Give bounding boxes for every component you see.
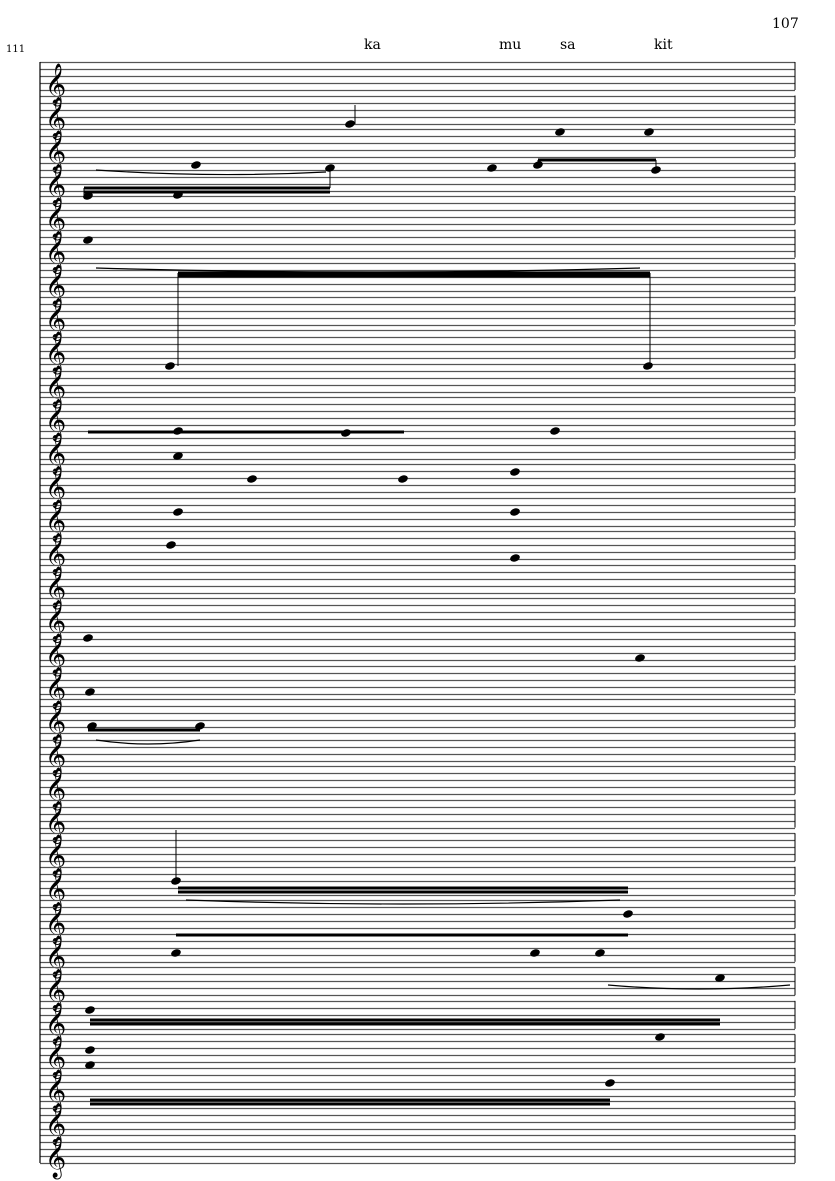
notehead [635, 654, 645, 662]
treble-clef-icon: 𝄞 [45, 767, 66, 810]
notehead [487, 164, 497, 172]
notehead [83, 192, 93, 200]
treble-clef-icon: 𝄞 [45, 1136, 66, 1179]
treble-clef-icon: 𝄞 [45, 968, 66, 1011]
lyric-syllable: sa [560, 37, 576, 53]
treble-clef-icon: 𝄞 [45, 667, 66, 710]
tie [95, 739, 201, 745]
page-number: 107 [772, 16, 799, 32]
notehead [87, 722, 97, 730]
notehead [83, 634, 93, 642]
notehead [644, 128, 654, 136]
notehead [510, 554, 520, 562]
treble-clef-icon: 𝄞 [45, 901, 66, 944]
treble-clef-icon: 𝄞 [45, 1102, 66, 1145]
lyric-syllable: kit [654, 37, 673, 53]
measure-number: 111 [6, 44, 26, 55]
notehead [510, 508, 520, 516]
notehead [83, 236, 93, 244]
treble-clef-icon: 𝄞 [45, 700, 66, 743]
notehead [173, 508, 183, 516]
notehead [550, 427, 560, 435]
treble-clef-icon: 𝄞 [45, 130, 66, 173]
treble-clef-icon: 𝄞 [45, 63, 66, 106]
treble-clef-icon: 𝄞 [45, 97, 66, 140]
treble-clef-icon: 𝄞 [45, 633, 66, 676]
treble-clef-icon: 𝄞 [45, 734, 66, 777]
notehead [85, 1061, 95, 1069]
notehead [555, 128, 565, 136]
treble-clef-icon: 𝄞 [45, 834, 66, 877]
notehead [623, 910, 633, 918]
treble-clef-icon: 𝄞 [45, 599, 66, 642]
treble-clef-icon: 𝄞 [45, 532, 66, 575]
notehead [655, 1033, 665, 1041]
notehead [85, 1006, 95, 1014]
notehead [605, 1079, 615, 1087]
notehead [345, 120, 355, 128]
treble-clef-icon: 𝄞 [45, 398, 66, 441]
notehead [165, 362, 175, 370]
tie [95, 267, 641, 273]
lyric-syllable: mu [499, 37, 522, 53]
treble-clef-icon: 𝄞 [45, 331, 66, 374]
notehead [530, 949, 540, 957]
notehead [510, 468, 520, 476]
notehead [595, 949, 605, 957]
notehead [85, 688, 95, 696]
notehead [166, 541, 176, 549]
treble-clef-icon: 𝄞 [45, 1035, 66, 1078]
tie [607, 984, 791, 990]
notehead [85, 1046, 95, 1054]
notehead [643, 362, 653, 370]
lyric-syllable: ka [364, 37, 381, 53]
notehead [195, 722, 205, 730]
treble-clef-icon: 𝄞 [45, 197, 66, 240]
tie [185, 899, 621, 905]
notehead [715, 974, 725, 982]
treble-clef-icon: 𝄞 [45, 465, 66, 508]
tie [95, 169, 327, 176]
notehead [173, 452, 183, 460]
notehead [171, 949, 181, 957]
notehead [398, 475, 408, 483]
treble-clef-icon: 𝄞 [45, 264, 66, 307]
notehead [247, 475, 257, 483]
treble-clef-icon: 𝄞 [45, 164, 66, 207]
notehead [191, 161, 201, 169]
